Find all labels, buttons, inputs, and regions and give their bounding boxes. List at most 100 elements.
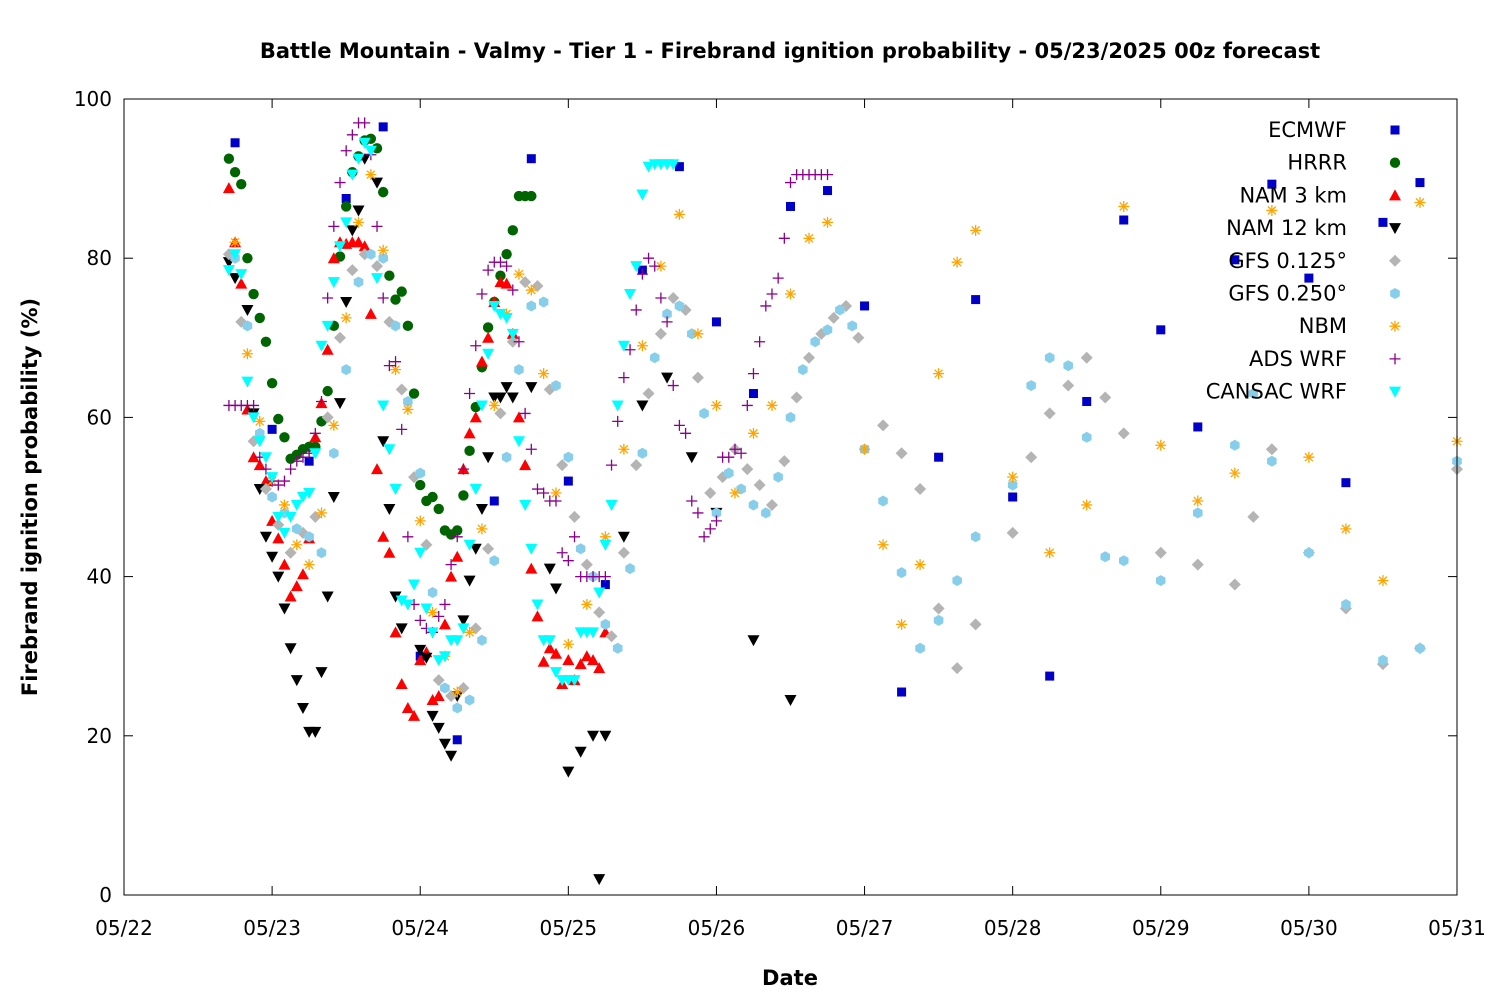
data-point <box>445 559 457 571</box>
data-point <box>699 407 709 419</box>
x-tick-label: 05/26 <box>688 916 746 940</box>
data-point <box>519 459 532 471</box>
data-point <box>432 674 445 687</box>
data-point <box>970 224 982 236</box>
data-point <box>625 563 635 575</box>
data-point <box>328 220 340 232</box>
data-point <box>562 654 575 666</box>
data-point <box>464 626 476 638</box>
data-point <box>526 154 536 164</box>
data-point <box>662 308 672 320</box>
legend-marker <box>1390 288 1400 299</box>
data-point <box>747 368 759 380</box>
data-point <box>587 654 600 666</box>
data-point <box>754 336 766 348</box>
data-point <box>617 531 630 543</box>
data-point <box>574 746 587 758</box>
data-point <box>371 273 384 285</box>
data-point <box>606 459 618 471</box>
data-point <box>383 503 396 515</box>
data-point <box>340 145 352 157</box>
data-point <box>247 412 260 424</box>
data-point <box>605 630 618 643</box>
data-point <box>315 395 327 407</box>
y-tick-label: 40 <box>87 565 112 589</box>
data-point <box>1043 407 1056 420</box>
data-point <box>439 598 451 610</box>
data-point <box>710 515 722 527</box>
data-point <box>748 389 758 399</box>
data-point <box>748 499 759 511</box>
data-point <box>278 499 290 511</box>
data-point <box>273 413 284 425</box>
data-point <box>587 627 600 639</box>
data-point <box>346 129 358 141</box>
data-point <box>636 340 648 352</box>
x-tick-label: 05/30 <box>1280 916 1338 940</box>
data-point <box>692 507 704 519</box>
data-point <box>321 591 334 603</box>
data-point <box>1303 451 1315 463</box>
data-point <box>636 268 648 280</box>
data-point <box>371 177 384 189</box>
data-point <box>401 701 414 713</box>
data-point <box>389 626 402 638</box>
data-point <box>383 546 396 558</box>
data-point <box>341 364 351 376</box>
data-point <box>1193 422 1203 432</box>
data-point <box>445 750 458 762</box>
data-point <box>593 606 606 619</box>
data-point <box>315 667 328 679</box>
data-point <box>438 651 451 663</box>
legend-label: ECMWF <box>1268 118 1347 142</box>
data-point <box>458 490 469 501</box>
data-point <box>630 261 643 273</box>
data-point <box>432 690 445 701</box>
data-point <box>599 730 612 742</box>
data-point <box>1228 578 1241 591</box>
data-point <box>1063 360 1073 372</box>
data-point <box>667 380 679 392</box>
data-point <box>766 288 778 300</box>
series-7 <box>223 117 834 638</box>
legend-marker <box>1390 125 1400 135</box>
data-point <box>549 647 562 659</box>
data-point <box>599 539 612 551</box>
data-point <box>333 241 346 253</box>
data-point <box>847 320 857 332</box>
data-point <box>823 186 833 196</box>
data-point <box>674 300 685 312</box>
data-point <box>687 328 697 340</box>
data-point <box>235 277 248 289</box>
data-point <box>685 452 698 464</box>
data-point <box>464 388 476 400</box>
data-point <box>267 424 277 434</box>
data-point <box>248 288 259 300</box>
data-point <box>457 623 470 635</box>
data-point <box>543 642 556 654</box>
series-1 <box>223 133 537 540</box>
data-point <box>1341 478 1351 488</box>
y-tick-label: 20 <box>87 724 112 748</box>
data-point <box>315 340 328 352</box>
data-point <box>395 383 408 396</box>
data-point <box>452 735 462 745</box>
data-point <box>618 372 630 384</box>
data-point <box>290 675 303 687</box>
data-point <box>724 467 734 479</box>
data-point <box>494 392 507 404</box>
data-point <box>451 635 464 647</box>
data-point <box>1230 439 1240 451</box>
data-point <box>667 159 680 171</box>
data-point <box>1156 575 1166 587</box>
data-point <box>932 602 945 615</box>
data-point <box>1099 391 1112 404</box>
data-point <box>624 344 636 356</box>
data-point <box>773 471 783 483</box>
data-point <box>692 328 704 340</box>
data-point <box>587 730 600 742</box>
data-point <box>786 201 795 211</box>
x-tick-label: 05/28 <box>984 916 1042 940</box>
data-point <box>1044 352 1055 364</box>
data-point <box>494 308 507 320</box>
